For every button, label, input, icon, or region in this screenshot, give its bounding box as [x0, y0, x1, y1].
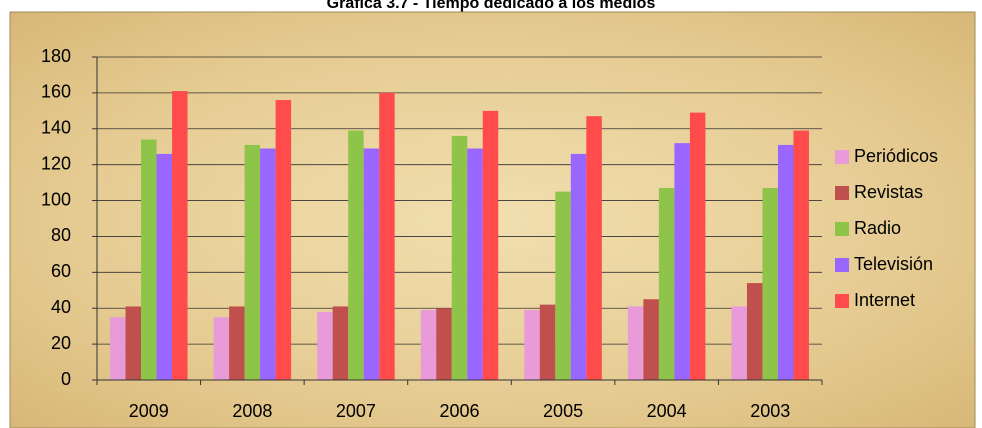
legend-label: Televisión: [854, 254, 933, 274]
bar: [348, 130, 364, 380]
x-tick-label: 2007: [336, 401, 376, 421]
bar: [658, 187, 675, 380]
legend-label: Periódicos: [854, 146, 938, 166]
legend-label: Revistas: [854, 182, 923, 202]
bar: [482, 110, 499, 380]
bar: [627, 306, 644, 380]
x-tick-label: 2003: [750, 401, 790, 421]
y-tick-label: 20: [51, 333, 71, 353]
y-tick-label: 0: [61, 369, 71, 389]
bar: [172, 91, 188, 380]
bar: [260, 148, 276, 380]
legend-swatch: [835, 150, 849, 164]
bar: [420, 310, 437, 380]
bar: [213, 317, 230, 380]
bar: [539, 304, 556, 380]
bar: [793, 130, 809, 380]
y-tick-label: 140: [41, 118, 71, 138]
bar: [317, 311, 333, 380]
x-tick-label: 2008: [232, 401, 272, 421]
bar: [762, 187, 778, 380]
legend-swatch: [835, 186, 849, 200]
y-tick-label: 100: [41, 189, 71, 209]
bar: [467, 148, 483, 380]
y-tick-label: 60: [51, 261, 71, 281]
y-tick-label: 40: [51, 297, 71, 317]
bar: [379, 92, 395, 380]
y-tick-label: 160: [41, 82, 71, 102]
bar: [570, 153, 587, 380]
bar: [156, 153, 173, 380]
chart-title: Gráfica 3.7 - Tiempo dedicado a los medi…: [327, 0, 656, 12]
bar: [746, 283, 763, 380]
bar: [275, 100, 292, 381]
bar: [777, 144, 794, 380]
bar: [451, 135, 468, 380]
bar: [555, 191, 571, 380]
x-tick-label: 2009: [129, 401, 169, 421]
bar: [229, 306, 245, 380]
legend-swatch: [835, 294, 849, 308]
y-tick-label: 180: [41, 46, 71, 66]
bar: [524, 310, 540, 380]
bar: [125, 306, 142, 380]
legend-label: Internet: [854, 290, 915, 310]
bar: [674, 143, 690, 380]
bar: [244, 144, 261, 380]
x-tick-label: 2004: [647, 401, 687, 421]
y-tick-label: 80: [51, 225, 71, 245]
bar: [436, 308, 452, 380]
legend-label: Radio: [854, 218, 901, 238]
bar: [586, 116, 602, 380]
bar: [110, 317, 126, 380]
bar: [332, 306, 349, 380]
legend-swatch: [835, 258, 849, 272]
y-tick-label: 120: [41, 153, 71, 173]
bar: [689, 112, 706, 380]
bar: [643, 299, 659, 380]
x-tick-label: 2006: [439, 401, 479, 421]
x-tick-label: 2005: [543, 401, 583, 421]
bar: [731, 306, 747, 380]
bar: [363, 148, 380, 380]
bar: [141, 139, 157, 380]
legend-swatch: [835, 222, 849, 236]
